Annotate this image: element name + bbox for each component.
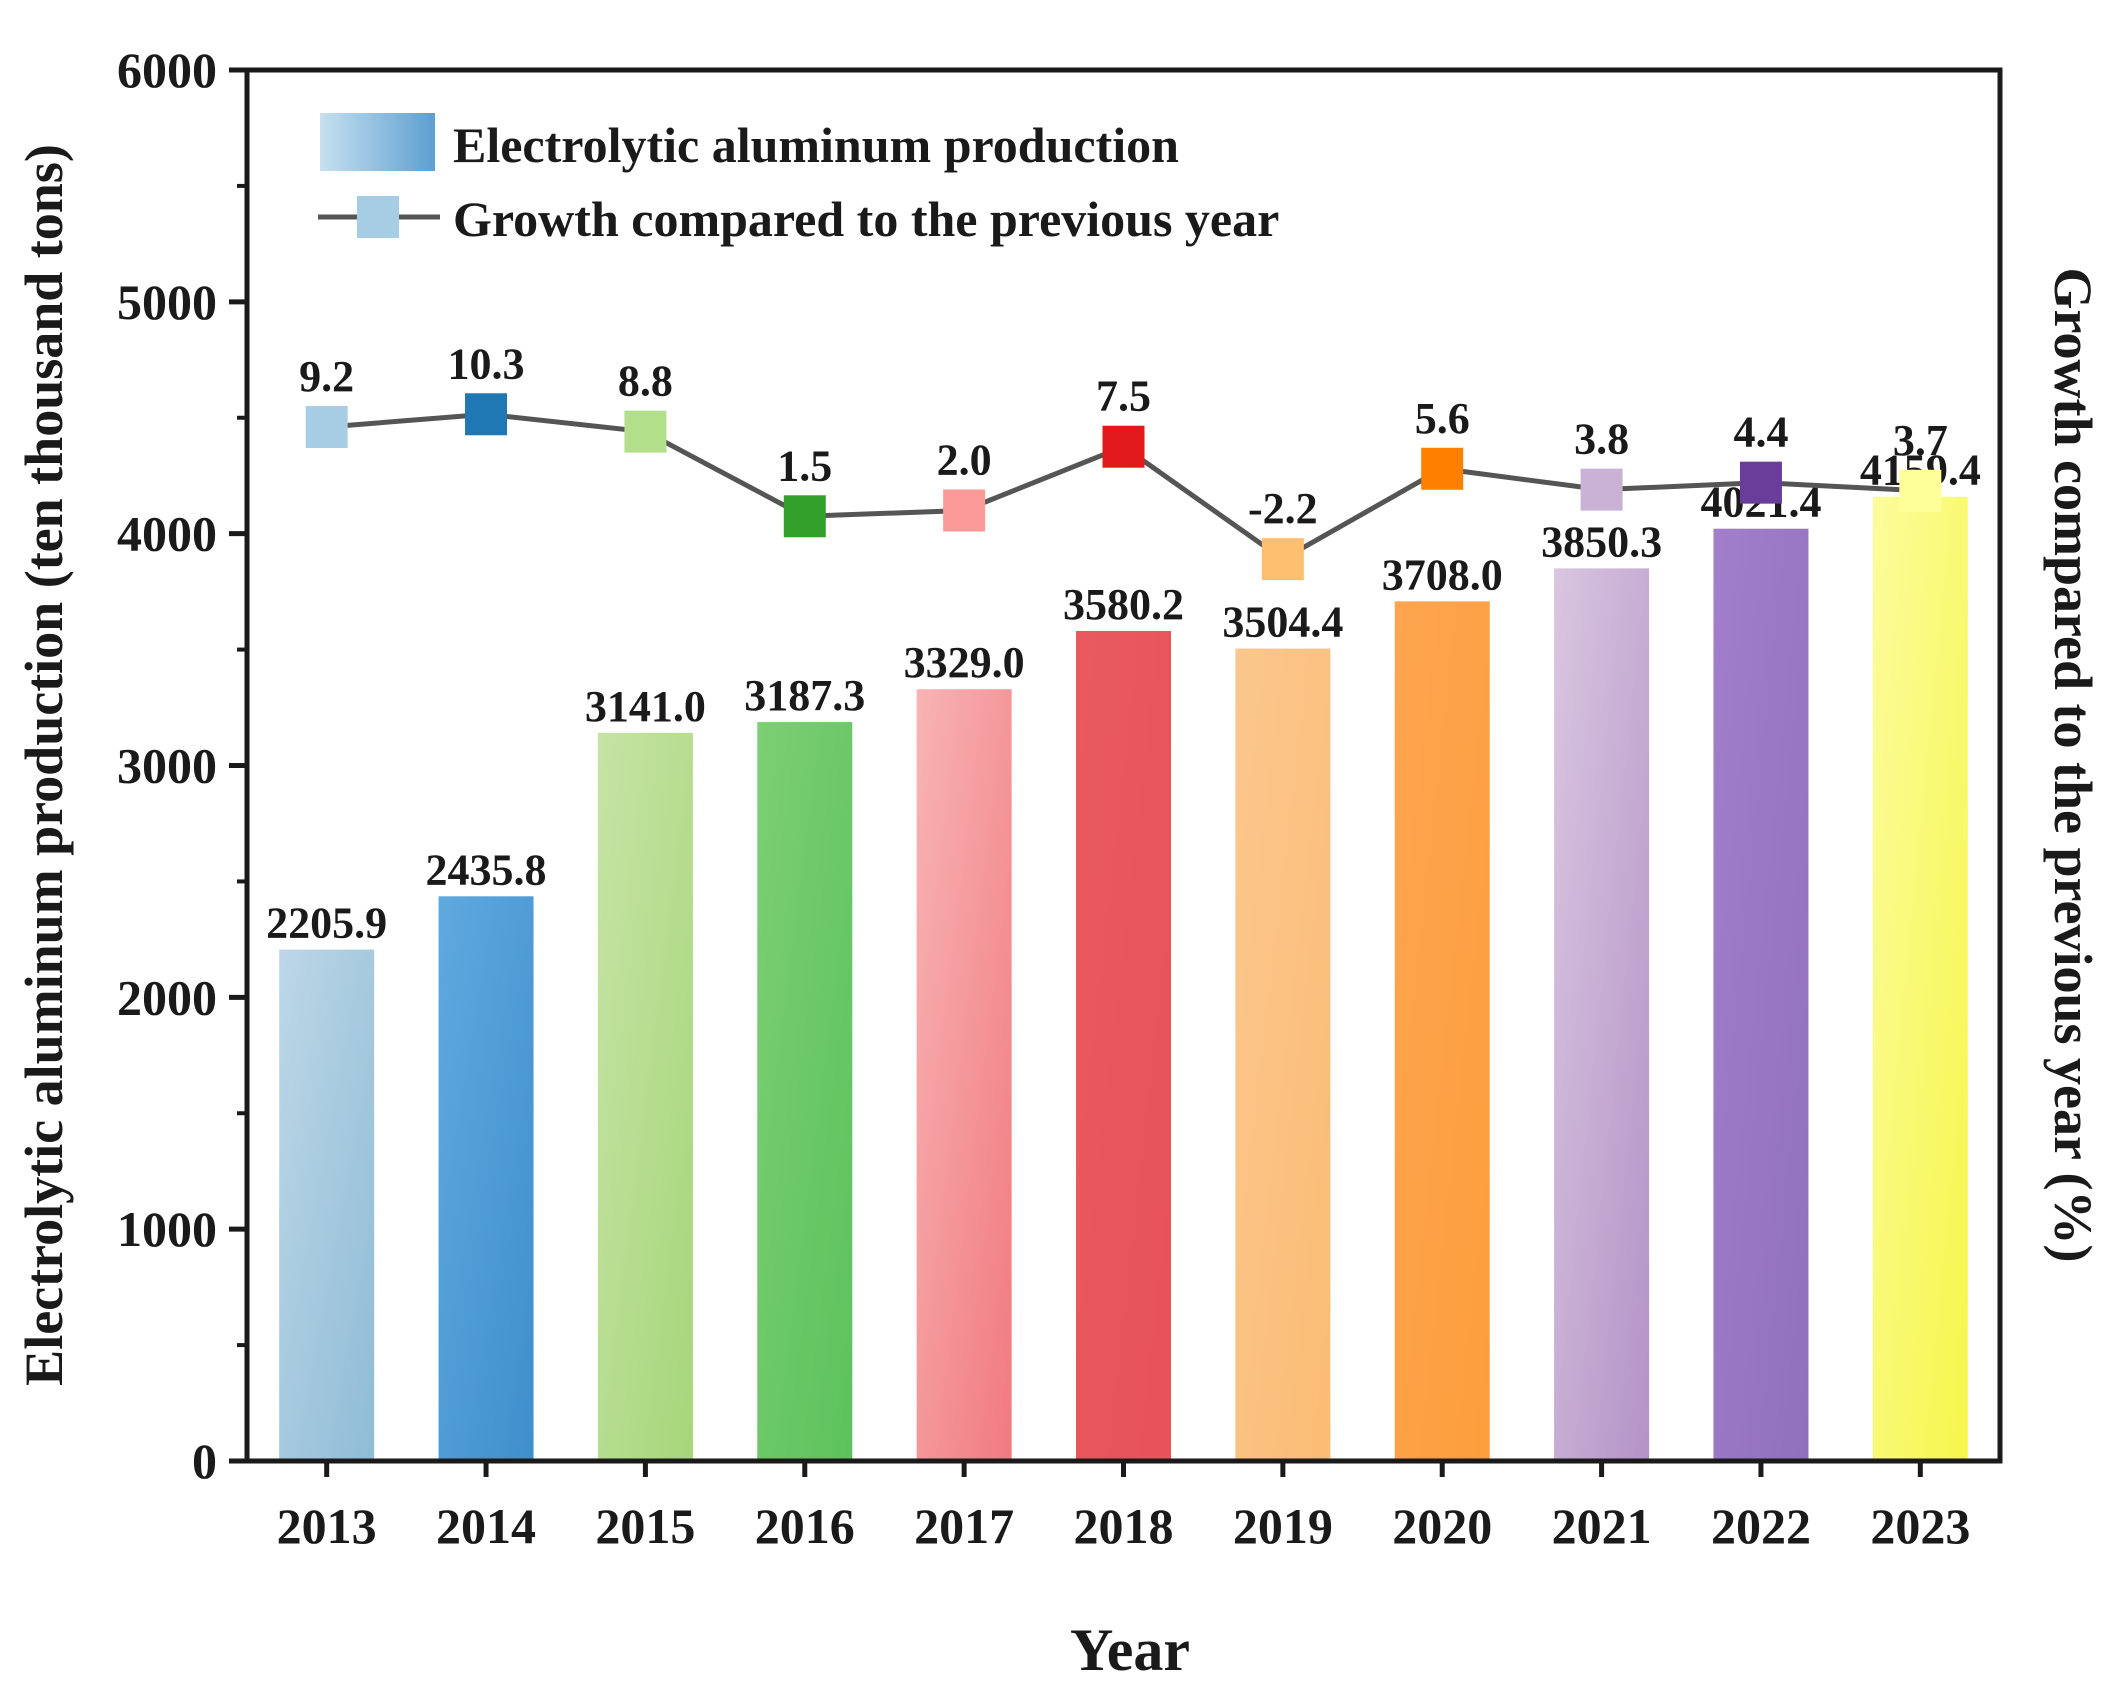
bar-value-label-2019: 3504.4 (1222, 598, 1343, 647)
growth-line-layer: 9.2 10.3 8.8 1.5 2.0 7.5 -2.2 5.6 3.8 4.4 3.7 (299, 339, 1948, 581)
bar-value-label-2016: 3187.3 (744, 671, 865, 720)
growth-marker-2013 (305, 406, 348, 449)
x-axis-ticks: 2013 2014 2015 2016 2017 2018 2019 2020 2021 2022… (277, 1461, 1970, 1554)
bar-2019 (1235, 648, 1331, 1461)
bar-value-label-2021: 3850.3 (1541, 517, 1662, 566)
x-tick-label-2015: 2015 (595, 1498, 695, 1554)
bar-value-label-2017: 3329.0 (904, 638, 1025, 687)
growth-marker-2016 (783, 495, 826, 538)
bar-2017 (916, 689, 1012, 1461)
growth-value-label-2017: 2.0 (937, 435, 992, 484)
bar-2018 (1076, 630, 1171, 1461)
legend-bar-swatch (320, 113, 435, 171)
legend-marker-swatch (357, 196, 399, 238)
y-axis-ticks: 0 1000 2000 3000 4000 5000 6000 (117, 42, 247, 1489)
growth-marker-2020 (1421, 447, 1464, 490)
x-tick-label-2017: 2017 (914, 1498, 1014, 1554)
legend: Electrolytic aluminum production Growth … (318, 113, 1279, 247)
growth-marker-2015 (624, 410, 667, 453)
x-tick-label-2022: 2022 (1711, 1498, 1811, 1554)
x-tick-label-2018: 2018 (1074, 1498, 1174, 1554)
growth-value-label-2015: 8.8 (618, 357, 673, 406)
growth-marker-2014 (465, 393, 508, 436)
bar-value-label-2015: 3141.0 (585, 682, 706, 731)
bar-2023 (1872, 496, 1968, 1462)
bar-value-label-2018: 3580.2 (1063, 580, 1184, 629)
growth-value-label-2020: 5.6 (1415, 394, 1470, 443)
y-tick-label-2000: 2000 (117, 969, 217, 1025)
x-tick-label-2021: 2021 (1552, 1498, 1652, 1554)
x-axis-title: Year (1070, 1617, 1190, 1683)
bar-2021 (1554, 568, 1650, 1461)
bar-2022 (1713, 528, 1809, 1461)
growth-marker-2019 (1261, 538, 1304, 581)
bars-layer (279, 496, 1968, 1462)
y-tick-label-0: 0 (192, 1433, 217, 1489)
x-tick-label-2023: 2023 (1870, 1498, 1970, 1554)
bar-2013 (279, 949, 375, 1461)
y-tick-label-4000: 4000 (117, 506, 217, 562)
bar-value-label-2020: 3708.0 (1382, 550, 1503, 599)
bar-labels-layer: 2205.9 2435.8 3141.0 3187.3 3329.0 3580.2 3504… (266, 446, 1981, 948)
x-tick-label-2020: 2020 (1392, 1498, 1492, 1554)
growth-value-label-2018: 7.5 (1096, 372, 1151, 421)
growth-value-label-2023: 3.7 (1893, 416, 1948, 465)
y-tick-label-6000: 6000 (117, 42, 217, 98)
y-tick-label-1000: 1000 (117, 1201, 217, 1257)
legend-bar-label: Electrolytic aluminum production (453, 117, 1179, 173)
growth-marker-2023 (1899, 469, 1942, 512)
x-tick-label-2013: 2013 (277, 1498, 377, 1554)
bar-2020 (1394, 601, 1490, 1461)
bar-2016 (757, 722, 853, 1461)
x-tick-label-2014: 2014 (436, 1498, 536, 1554)
bar-value-label-2014: 2435.8 (426, 845, 547, 894)
growth-value-label-2021: 3.8 (1574, 415, 1629, 464)
growth-marker-2022 (1739, 461, 1782, 504)
y-tick-label-5000: 5000 (117, 274, 217, 330)
growth-marker-2017 (943, 489, 986, 532)
bar-2014 (438, 896, 534, 1461)
y-axis-title: Electrolytic aluminum production (ten th… (14, 144, 74, 1386)
growth-marker-2021 (1580, 468, 1623, 511)
legend-line-label: Growth compared to the previous year (453, 191, 1279, 247)
y2-axis-title: Growth compared to the previous year (%) (2043, 268, 2103, 1263)
growth-value-label-2014: 10.3 (448, 339, 525, 388)
growth-value-label-2016: 1.5 (777, 441, 832, 490)
y-tick-label-3000: 3000 (117, 738, 217, 794)
growth-marker-2018 (1102, 425, 1145, 468)
x-tick-label-2019: 2019 (1233, 1498, 1333, 1554)
growth-value-label-2019: -2.2 (1248, 484, 1318, 533)
bar-2015 (597, 732, 693, 1461)
growth-value-label-2022: 4.4 (1733, 408, 1788, 457)
bar-value-label-2013: 2205.9 (266, 899, 387, 948)
growth-value-label-2013: 9.2 (299, 352, 354, 401)
x-tick-label-2016: 2016 (755, 1498, 855, 1554)
